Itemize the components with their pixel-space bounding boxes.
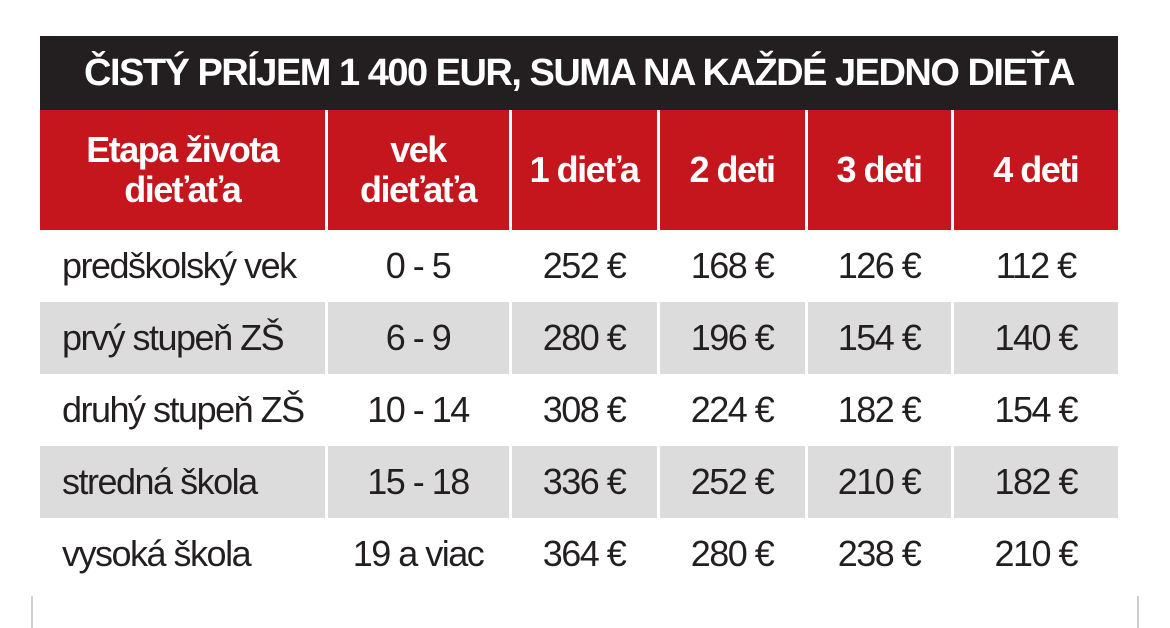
- header-row: Etapa života dieťaťa vek dieťaťa 1 dieťa…: [40, 110, 1118, 230]
- cell-2-children: 168 €: [656, 230, 806, 302]
- table-row: predškolský vek 0 - 5 252 € 168 € 126 € …: [40, 230, 1118, 302]
- cell-2-children: 252 €: [656, 446, 806, 518]
- frame-edge-left: [31, 596, 33, 628]
- cell-age: 15 - 18: [324, 446, 510, 518]
- header-4-children: 4 deti: [950, 110, 1118, 230]
- cell-4-children: 182 €: [950, 446, 1118, 518]
- header-1-child: 1 dieťa: [508, 110, 658, 230]
- cell-4-children: 140 €: [950, 302, 1118, 374]
- income-table: Etapa života dieťaťa vek dieťaťa 1 dieťa…: [40, 110, 1118, 590]
- cell-age: 6 - 9: [324, 302, 510, 374]
- header-3-children: 3 deti: [804, 110, 952, 230]
- cell-1-child: 252 €: [508, 230, 658, 302]
- cell-life-stage: druhý stupeň ZŠ: [62, 389, 305, 430]
- cell-1-child: 364 €: [508, 518, 658, 590]
- cell-1-child: 336 €: [508, 446, 658, 518]
- cell-3-children: 154 €: [804, 302, 952, 374]
- cell-3-children: 210 €: [804, 446, 952, 518]
- cell-2-children: 280 €: [656, 518, 806, 590]
- cell-4-children: 210 €: [950, 518, 1118, 590]
- cell-age: 19 a viac: [324, 518, 510, 590]
- income-table-card: ČISTÝ PRÍJEM 1 400 EUR, SUMA NA KAŽDÉ JE…: [40, 36, 1118, 590]
- cell-4-children: 112 €: [950, 230, 1118, 302]
- cell-1-child: 280 €: [508, 302, 658, 374]
- table-row: prvý stupeň ZŠ 6 - 9 280 € 196 € 154 € 1…: [40, 302, 1118, 374]
- frame-edge-right: [1137, 596, 1139, 628]
- header-child-age: vek dieťaťa: [324, 110, 510, 230]
- table-row: stredná škola 15 - 18 336 € 252 € 210 € …: [40, 446, 1118, 518]
- table-row: druhý stupeň ZŠ 10 - 14 308 € 224 € 182 …: [40, 374, 1118, 446]
- cell-life-stage: predškolský vek: [62, 245, 297, 286]
- table-row: vysoká škola 19 a viac 364 € 280 € 238 €…: [40, 518, 1118, 590]
- cell-age: 10 - 14: [324, 374, 510, 446]
- cell-2-children: 196 €: [656, 302, 806, 374]
- table-title: ČISTÝ PRÍJEM 1 400 EUR, SUMA NA KAŽDÉ JE…: [40, 36, 1118, 110]
- cell-3-children: 182 €: [804, 374, 952, 446]
- header-life-stage: Etapa života dieťaťa: [40, 110, 326, 230]
- cell-4-children: 154 €: [950, 374, 1118, 446]
- cell-age: 0 - 5: [324, 230, 510, 302]
- cell-3-children: 238 €: [804, 518, 952, 590]
- cell-life-stage: stredná škola: [40, 446, 326, 518]
- cell-2-children: 224 €: [656, 374, 806, 446]
- cell-life-stage: vysoká škola: [62, 533, 252, 574]
- cell-3-children: 126 €: [804, 230, 952, 302]
- cell-life-stage: prvý stupeň ZŠ: [40, 302, 326, 374]
- cell-1-child: 308 €: [508, 374, 658, 446]
- header-2-children: 2 deti: [656, 110, 806, 230]
